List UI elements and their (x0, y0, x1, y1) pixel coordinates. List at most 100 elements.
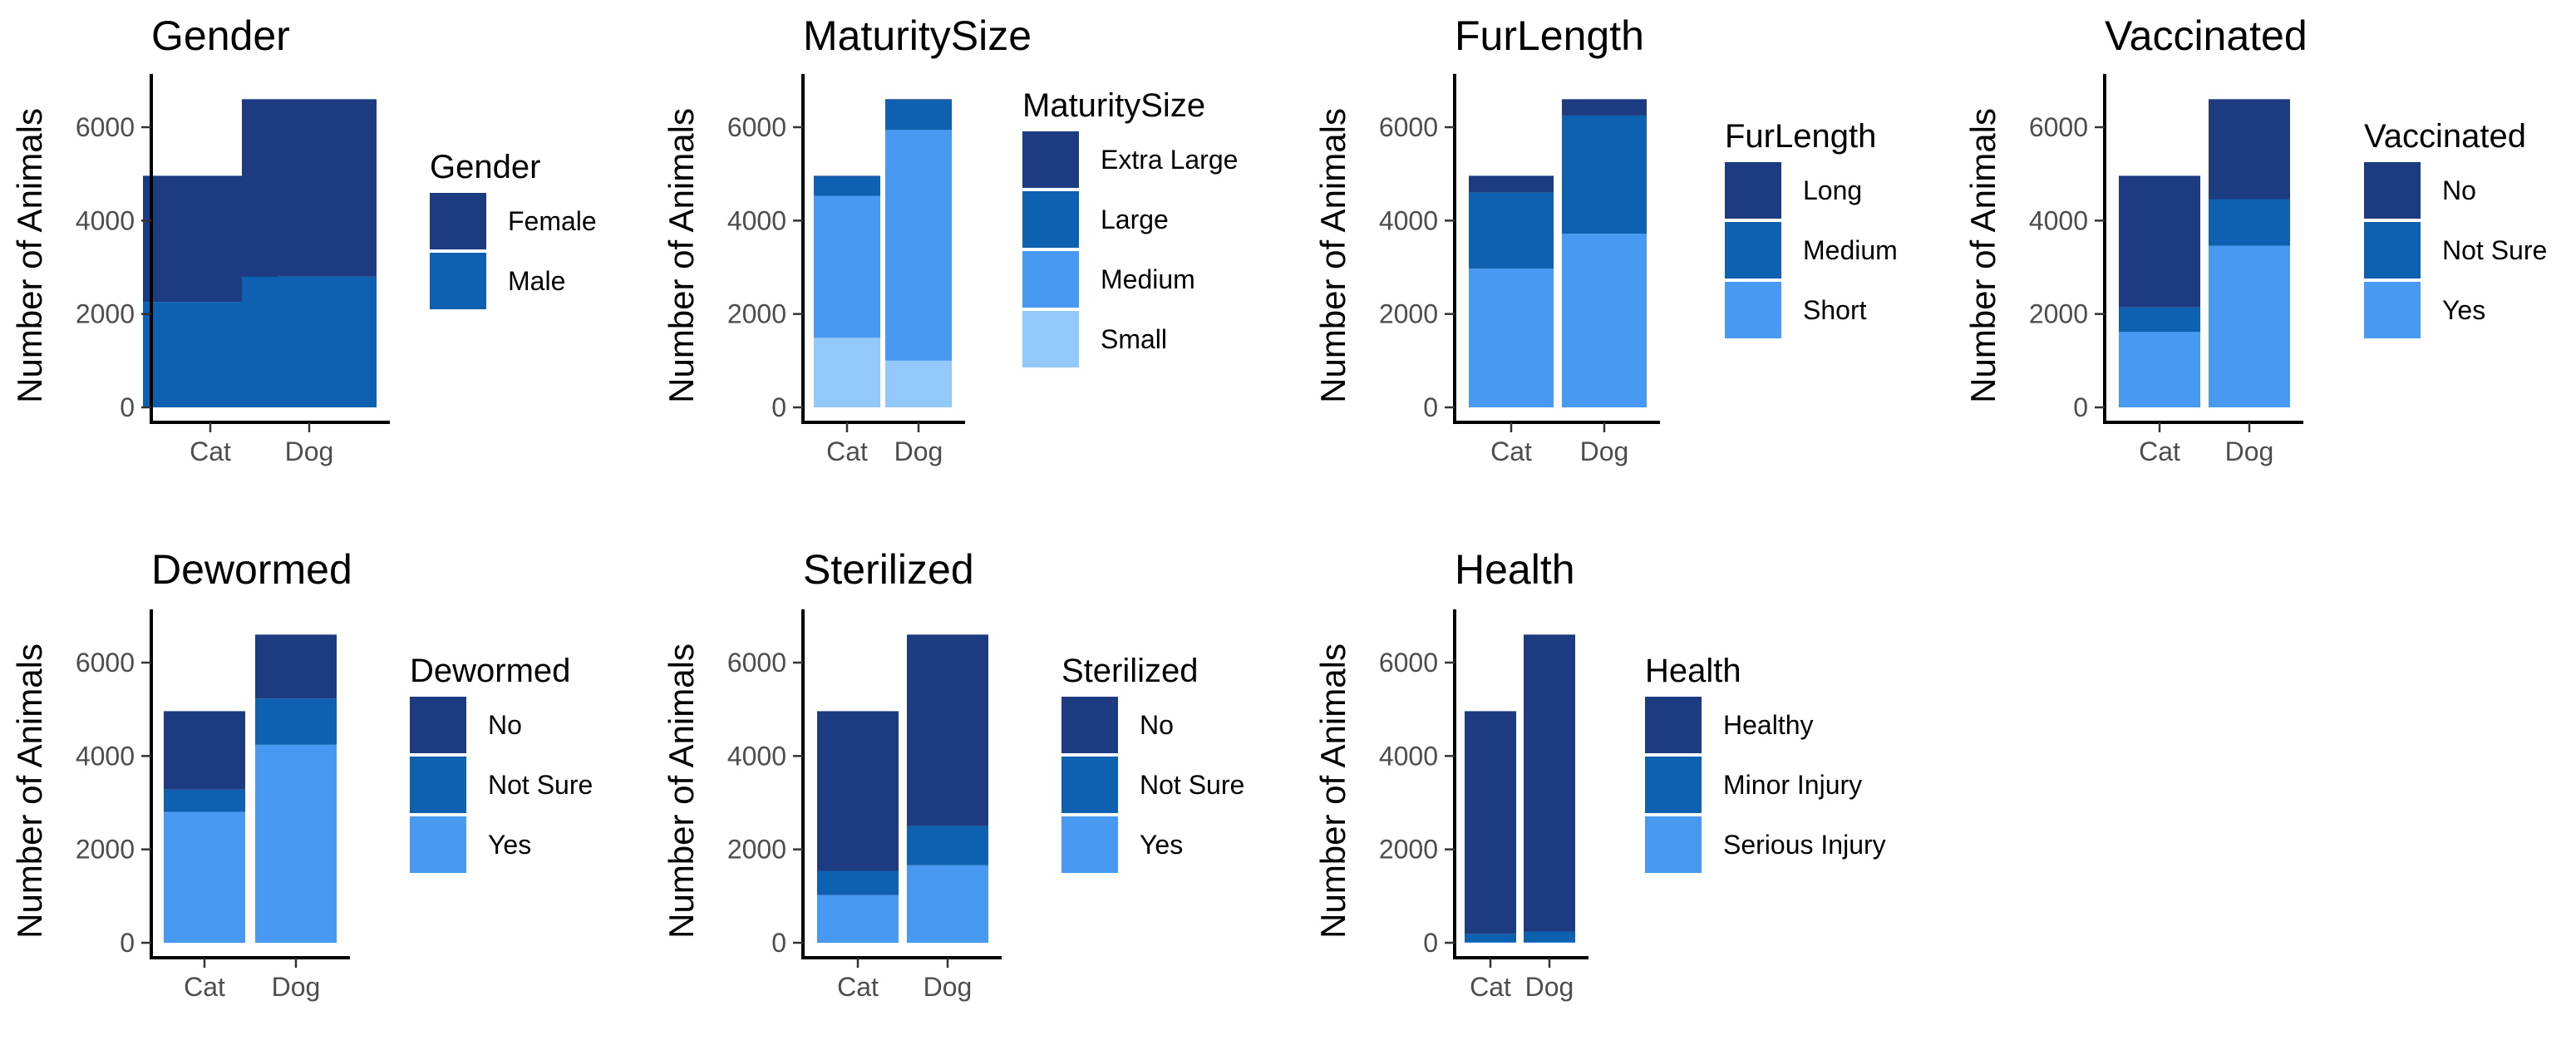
legend-key-male (430, 253, 486, 309)
y-tick-label: 4000 (727, 205, 786, 235)
legend-key-not-sure (410, 757, 466, 813)
y-tick-label: 2000 (727, 299, 786, 329)
bar-furlength-cat-long (1469, 175, 1554, 193)
bar-maturitysize-cat-large (814, 175, 880, 196)
bar-sterilized-cat-no (817, 711, 899, 871)
y-tick-label: 0 (2073, 392, 2088, 422)
y-tick-label: 0 (771, 392, 786, 422)
bar-maturitysize-cat-small (814, 338, 880, 407)
y-tick-label: 2000 (1379, 835, 1438, 865)
bar-maturitysize-dog-medium (885, 130, 952, 361)
x-tick-label-dog: Dog (2225, 436, 2274, 466)
x-tick-label-cat: Cat (837, 972, 879, 1002)
legend-label-minor-injury: Minor Injury (1723, 770, 1862, 800)
legend-label-long: Long (1803, 175, 1862, 205)
bar-furlength-dog-medium (1562, 115, 1647, 234)
bar-furlength-cat-medium (1469, 192, 1554, 269)
chart-vaccinated-legend-title: Vaccinated (2364, 118, 2526, 155)
legend-key-yes (2364, 282, 2421, 338)
bar-health-cat-minor-injury (1465, 934, 1516, 943)
legend-label-extra-large: Extra Large (1101, 145, 1238, 175)
legend-key-yes (1061, 816, 1118, 873)
y-tick-label: 4000 (2029, 205, 2088, 235)
chart-gender: Gender Number of Animals 0 2000 4000 6000 Cat D… (10, 12, 597, 466)
legend-label-yes: Yes (2442, 295, 2485, 325)
legend-label-not-sure: Not Sure (488, 770, 593, 800)
y-tick-label: 6000 (1379, 112, 1438, 142)
bar-sterilized-dog-no (907, 634, 988, 826)
chart-vaccinated: Vaccinated Number of Animals 0 2000 4000 6000… (1963, 12, 2547, 466)
chart-maturitysize-title: MaturitySize (803, 12, 1032, 59)
bar-health-dog-serious-injury (1524, 942, 1575, 943)
y-tick-label: 4000 (1379, 205, 1438, 235)
bar-dewormed-cat-not-sure (164, 789, 245, 812)
legend-label-no: No (1140, 710, 1174, 740)
legend-key-medium (1725, 222, 1781, 279)
chart-dewormed: Dewormed Number of Animals 0 2000 4000 6000 Ca… (10, 546, 593, 1002)
legend-key-no (2364, 162, 2421, 219)
bar-maturitysize-dog-extra-large (885, 99, 952, 101)
legend-key-large (1022, 191, 1079, 248)
legend-label-yes: Yes (488, 830, 531, 860)
bar-health-dog-healthy (1524, 634, 1575, 932)
chart-dewormed-title: Dewormed (151, 546, 352, 593)
legend-label-female: Female (508, 206, 597, 236)
legend-label-small: Small (1101, 324, 1167, 354)
bar-gender-dog-female (242, 99, 377, 277)
legend-key-no (1061, 697, 1118, 753)
legend-label-no: No (2442, 175, 2476, 205)
y-tick-label: 2000 (2029, 299, 2088, 329)
legend-key-not-sure (2364, 222, 2421, 279)
bar-maturitysize-dog-small (885, 360, 952, 407)
chart-health-ylabel: Number of Animals (1313, 643, 1352, 939)
y-tick-label: 6000 (76, 112, 135, 142)
bar-vaccinated-cat-yes (2119, 332, 2200, 407)
bar-maturitysize-cat-extra-large (814, 175, 880, 176)
chart-vaccinated-title: Vaccinated (2105, 12, 2308, 59)
legend-key-female (430, 193, 486, 249)
bar-dewormed-cat-no (164, 711, 245, 790)
bar-maturitysize-cat-medium (814, 195, 880, 338)
x-tick-label-cat: Cat (1470, 972, 1511, 1002)
legend-key-small (1022, 311, 1079, 367)
legend-key-medium (1022, 251, 1079, 308)
x-tick-label-dog: Dog (285, 436, 334, 466)
y-tick-label: 2000 (727, 835, 786, 865)
y-tick-label: 2000 (76, 299, 135, 329)
legend-key-yes (410, 816, 466, 873)
y-tick-label: 4000 (76, 741, 135, 771)
legend-label-male: Male (508, 266, 565, 296)
legend-key-no (410, 697, 466, 753)
chart-sterilized: Sterilized Number of Animals 0 2000 4000 6000… (662, 546, 1244, 1002)
chart-gender-ylabel: Number of Animals (10, 108, 49, 403)
chart-sterilized-ylabel: Number of Animals (662, 643, 701, 939)
legend-key-extra-large (1022, 131, 1079, 188)
bar-sterilized-dog-yes (907, 865, 988, 943)
x-tick-label-dog: Dog (272, 972, 321, 1002)
bar-dewormed-cat-yes (164, 811, 245, 943)
y-tick-label: 6000 (727, 112, 786, 142)
x-tick-label-dog: Dog (1580, 436, 1629, 466)
y-tick-label: 2000 (76, 835, 135, 865)
x-tick-label-dog: Dog (894, 436, 943, 466)
bar-dewormed-dog-no (255, 634, 337, 699)
x-tick-label-cat: Cat (184, 972, 225, 1002)
bar-furlength-dog-long (1562, 99, 1647, 116)
bar-dewormed-dog-yes (255, 744, 337, 943)
y-tick-label: 0 (1423, 928, 1438, 958)
legend-label-large: Large (1101, 205, 1169, 234)
bar-sterilized-cat-not-sure (817, 870, 899, 895)
chart-vaccinated-ylabel: Number of Animals (1963, 108, 2002, 403)
y-tick-label: 4000 (727, 741, 786, 771)
chart-health-title: Health (1455, 546, 1575, 593)
chart-gender-legend-title: Gender (430, 149, 540, 185)
bar-sterilized-cat-yes (817, 895, 899, 943)
y-tick-label: 6000 (727, 648, 786, 678)
y-tick-label: 6000 (2029, 112, 2088, 142)
bar-vaccinated-cat-no (2119, 175, 2200, 308)
bar-health-cat-healthy (1465, 711, 1516, 934)
chart-maturitysize-legend-title: MaturitySize (1022, 87, 1205, 124)
chart-maturitysize-ylabel: Number of Animals (662, 108, 701, 403)
legend-label-short: Short (1803, 295, 1867, 325)
bar-vaccinated-dog-no (2209, 99, 2290, 200)
